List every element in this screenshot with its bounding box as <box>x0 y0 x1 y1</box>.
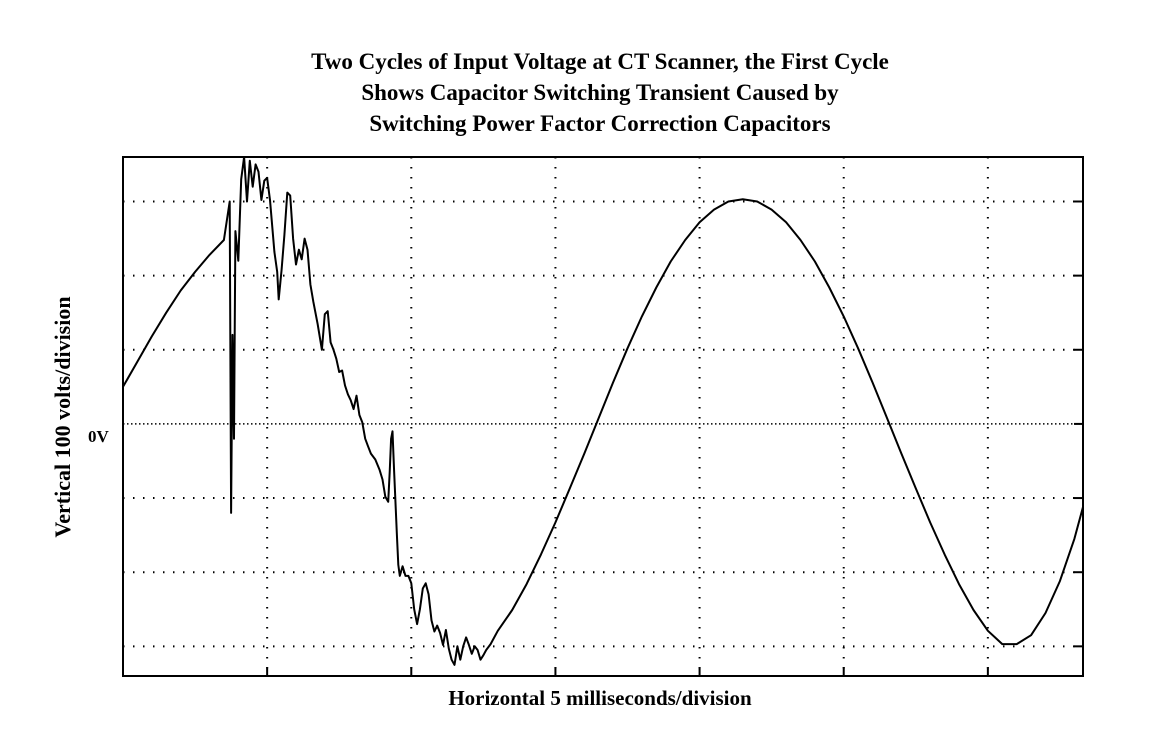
y-axis-label: Vertical 100 volts/division <box>50 296 75 538</box>
y-tick-marks <box>1074 200 1083 648</box>
chart-title: Two Cycles of Input Voltage at CT Scanne… <box>0 46 1150 139</box>
series-line-input-voltage <box>122 156 1084 666</box>
zero-volt-label: 0V <box>88 427 109 446</box>
chart-title-line-3: Switching Power Factor Correction Capaci… <box>369 111 831 136</box>
x-axis-label: Horizontal 5 milliseconds/division <box>448 686 752 710</box>
grid <box>123 157 1083 676</box>
x-tick-marks <box>266 667 989 676</box>
chart-title-line-2: Shows Capacitor Switching Transient Caus… <box>361 80 839 105</box>
chart-title-line-1: Two Cycles of Input Voltage at CT Scanne… <box>311 49 889 74</box>
plot-frame <box>122 156 1084 677</box>
